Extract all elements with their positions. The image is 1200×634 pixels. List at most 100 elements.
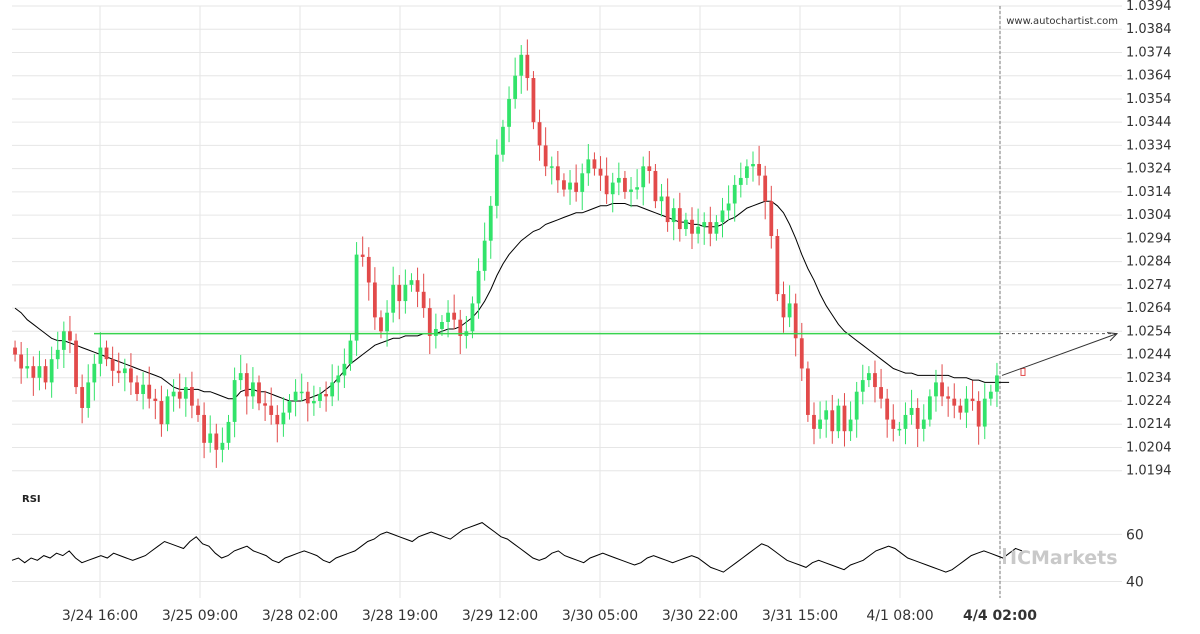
price-axis: 1.0394 1.0384 1.0374 1.0364 1.0354 1.0344 1.03… <box>1126 0 1172 479</box>
candle-bearish <box>915 407 920 429</box>
time-tick-label: 3/28 19:00 <box>362 608 438 624</box>
candle-bearish <box>543 145 548 167</box>
candle-bullish <box>482 240 487 271</box>
candle-bullish <box>440 322 444 329</box>
candle-bullish <box>964 398 969 413</box>
candle-bullish <box>897 428 902 431</box>
time-tick-label: 3/25 09:00 <box>162 608 238 624</box>
candle-bullish <box>226 421 231 443</box>
candle-bearish <box>104 347 109 360</box>
candle-bearish <box>458 319 463 336</box>
price-tick-label: 1.0304 <box>1126 208 1172 223</box>
candle-bearish <box>677 208 682 230</box>
time-tick-label: 3/31 15:00 <box>762 608 838 624</box>
candle-bullish <box>982 398 987 427</box>
candle-bearish <box>427 308 432 336</box>
candle-bearish <box>257 382 261 404</box>
candle-bearish <box>360 254 365 257</box>
price-tick-label: 1.0384 <box>1126 22 1172 37</box>
candle-bullish <box>732 184 737 204</box>
candle-bullish <box>433 328 438 336</box>
candle-bearish <box>842 405 847 432</box>
time-axis: 3/24 16:00 3/25 09:00 3/28 02:00 3/28 19:00… <box>62 608 1037 624</box>
rsi-tick-label: 60 <box>1126 527 1144 543</box>
rsi-tick-label: 40 <box>1126 575 1144 591</box>
candle-bullish <box>354 254 359 341</box>
candle-bearish <box>885 398 890 420</box>
candle-bearish <box>31 366 36 378</box>
candle-bearish <box>129 368 133 383</box>
moving-average-line <box>14 200 1010 402</box>
candle-bearish <box>68 331 72 341</box>
price-tick-label: 1.0254 <box>1126 324 1172 339</box>
candle-bullish <box>208 433 213 443</box>
candle-bullish <box>348 340 353 364</box>
candle-bearish <box>153 398 158 401</box>
candle-bearish <box>263 403 267 406</box>
price-tick-label: 1.0394 <box>1126 0 1172 14</box>
candle-bearish <box>372 282 377 318</box>
candle-bearish <box>763 175 768 202</box>
candle-bullish <box>37 366 42 378</box>
candle-bullish <box>342 363 347 376</box>
brand-logo-text: ICMarkets <box>1010 547 1118 569</box>
time-tick-label: 4/4 02:00 <box>963 608 1037 624</box>
candle-bearish <box>397 284 402 302</box>
candle-bullish <box>122 368 127 374</box>
candle-bullish <box>921 419 926 429</box>
candle-bullish <box>519 54 524 76</box>
candle-bearish <box>970 398 975 401</box>
watermark-text: www.autochartist.com <box>1006 16 1118 27</box>
candle-bullish <box>281 412 286 425</box>
candle-bearish <box>275 414 280 425</box>
candle-bullish <box>988 391 993 399</box>
candle-bearish <box>415 280 420 292</box>
candle-bullish <box>513 75 518 99</box>
candle-bearish <box>244 373 249 397</box>
candle-bearish <box>574 182 579 192</box>
candle-bearish <box>43 366 48 383</box>
candle-bullish <box>238 373 243 381</box>
price-tick-label: 1.0244 <box>1126 348 1172 363</box>
candle-bullish <box>671 208 676 223</box>
time-tick-label: 3/30 22:00 <box>662 608 738 624</box>
grid-lines <box>12 5 1122 598</box>
candle-bullish <box>995 375 999 392</box>
candle-bearish <box>379 317 383 332</box>
candle-bullish <box>141 384 146 395</box>
candle-bearish <box>757 164 761 176</box>
candle-bullish <box>409 280 414 285</box>
price-tick-label: 1.0284 <box>1126 255 1172 270</box>
candle-bullish <box>714 222 719 234</box>
candle-bullish <box>848 419 853 432</box>
candle-bearish <box>781 294 786 318</box>
brand-logo: ICMarkets <box>1003 547 1118 569</box>
candle-bullish <box>183 387 188 399</box>
candle-bullish <box>251 382 255 397</box>
candle-bearish <box>623 177 627 192</box>
price-tick-label: 1.0374 <box>1126 45 1172 60</box>
candle-bullish <box>629 189 633 192</box>
price-tick-label: 1.0364 <box>1126 69 1172 84</box>
candle-bullish <box>684 219 688 230</box>
candle-bearish <box>799 338 804 369</box>
candle-bearish <box>190 387 194 406</box>
candle-bearish <box>202 414 207 443</box>
candle-bullish <box>854 391 859 420</box>
candle-bullish <box>49 359 54 383</box>
candle-bullish <box>738 177 743 185</box>
candle-bullish <box>696 226 701 234</box>
candle-bullish <box>501 126 505 155</box>
candle-bullish <box>293 391 298 401</box>
price-tick-label: 1.0204 <box>1126 440 1172 455</box>
candle-bullish <box>836 405 841 432</box>
candle-bullish <box>641 166 646 188</box>
candle-bullish <box>659 196 664 202</box>
candle-bearish <box>525 54 530 79</box>
candle-bearish <box>708 222 713 234</box>
candle-bullish <box>726 203 731 211</box>
price-tick-label: 1.0314 <box>1126 185 1172 200</box>
candle-bearish <box>562 180 566 190</box>
candle-bearish <box>952 398 957 406</box>
candle-bullish <box>818 419 822 429</box>
